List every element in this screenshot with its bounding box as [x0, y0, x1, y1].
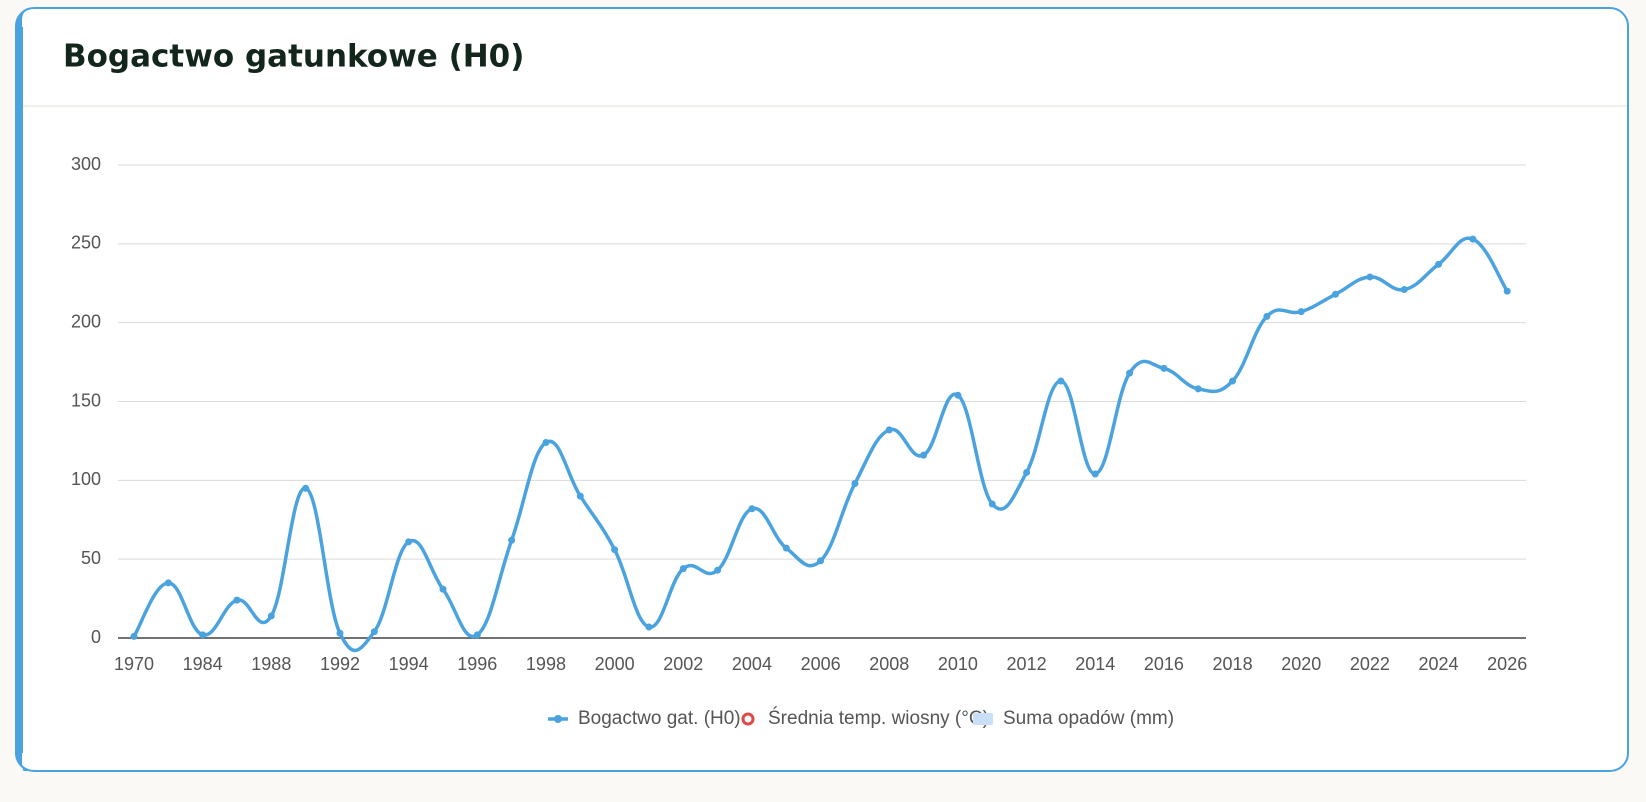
data-point — [1091, 470, 1099, 478]
x-tick-label: 2006 — [801, 654, 841, 674]
x-tick-label: 2004 — [732, 654, 772, 674]
data-point — [1400, 286, 1408, 294]
x-tick-label: 2020 — [1281, 654, 1321, 674]
data-point — [130, 632, 138, 640]
x-tick-label: 2000 — [595, 654, 635, 674]
y-tick-label: 300 — [71, 154, 101, 174]
x-tick-label: 2010 — [938, 654, 978, 674]
y-tick-label: 250 — [71, 233, 101, 253]
data-point — [1126, 369, 1134, 377]
data-point — [611, 546, 619, 554]
data-point — [1503, 287, 1511, 295]
data-point — [645, 623, 653, 631]
card-accent-bar — [16, 27, 23, 753]
data-point — [920, 451, 928, 459]
data-point — [405, 538, 413, 546]
series-line — [132, 236, 1509, 653]
data-point — [1160, 364, 1168, 372]
x-tick-label: 2024 — [1419, 654, 1459, 674]
data-point — [885, 426, 893, 434]
x-tick-label: 2022 — [1350, 654, 1390, 674]
data-point — [233, 596, 241, 604]
x-tick-label: 2012 — [1007, 654, 1047, 674]
data-point — [164, 579, 172, 587]
x-tick-label: 1970 — [114, 654, 154, 674]
x-tick-label: 1996 — [457, 654, 497, 674]
x-tick-label: 2018 — [1213, 654, 1253, 674]
data-point — [1057, 377, 1065, 385]
x-tick-label: 1988 — [251, 654, 291, 674]
x-tick-label: 2002 — [663, 654, 703, 674]
data-point — [542, 438, 550, 446]
data-point — [439, 585, 447, 593]
y-tick-label: 150 — [71, 390, 101, 410]
x-tick-label: 1992 — [320, 654, 360, 674]
data-point — [473, 631, 481, 639]
data-point — [851, 479, 859, 487]
x-tick-label: 2014 — [1075, 654, 1115, 674]
y-tick-label: 0 — [91, 627, 101, 647]
x-tick-label: 2008 — [869, 654, 909, 674]
data-point — [782, 544, 790, 552]
data-point — [1263, 312, 1271, 320]
chart-title: Bogactwo gatunkowe (H0) — [63, 39, 524, 75]
data-point — [508, 536, 516, 544]
data-point — [988, 500, 996, 508]
data-point — [267, 612, 275, 620]
x-tick-label: 2016 — [1144, 654, 1184, 674]
y-tick-label: 200 — [71, 311, 101, 331]
data-point — [1194, 385, 1202, 393]
data-point — [199, 631, 207, 639]
x-tick-label: 1984 — [183, 654, 223, 674]
legend-label: Bogactwo gat. (H0) — [578, 708, 741, 729]
x-tick-label: 2026 — [1487, 654, 1527, 674]
data-point — [1469, 235, 1477, 243]
data-point — [748, 505, 756, 513]
legend-swatch — [973, 713, 993, 725]
data-point — [302, 484, 310, 492]
data-point — [576, 492, 584, 500]
legend-swatch — [741, 712, 755, 726]
data-point — [1023, 468, 1031, 476]
data-point — [679, 565, 687, 573]
data-point — [954, 391, 962, 399]
data-point — [1435, 260, 1443, 268]
y-tick-label: 100 — [71, 469, 101, 489]
data-point — [370, 628, 378, 636]
legend-label: Suma opadów (mm) — [1003, 708, 1174, 729]
data-point — [714, 566, 722, 574]
x-tick-label: 1998 — [526, 654, 566, 674]
data-point — [1332, 290, 1340, 298]
data-point — [817, 557, 825, 565]
legend-label: Średnia temp. wiosny (°C) — [768, 707, 989, 729]
data-point — [336, 629, 344, 637]
legend-swatch-dot — [554, 715, 562, 723]
y-tick-label: 50 — [81, 548, 101, 568]
data-point — [1366, 273, 1374, 281]
data-point — [1297, 308, 1305, 316]
x-tick-label: 1994 — [389, 654, 429, 674]
data-point — [1229, 377, 1237, 385]
